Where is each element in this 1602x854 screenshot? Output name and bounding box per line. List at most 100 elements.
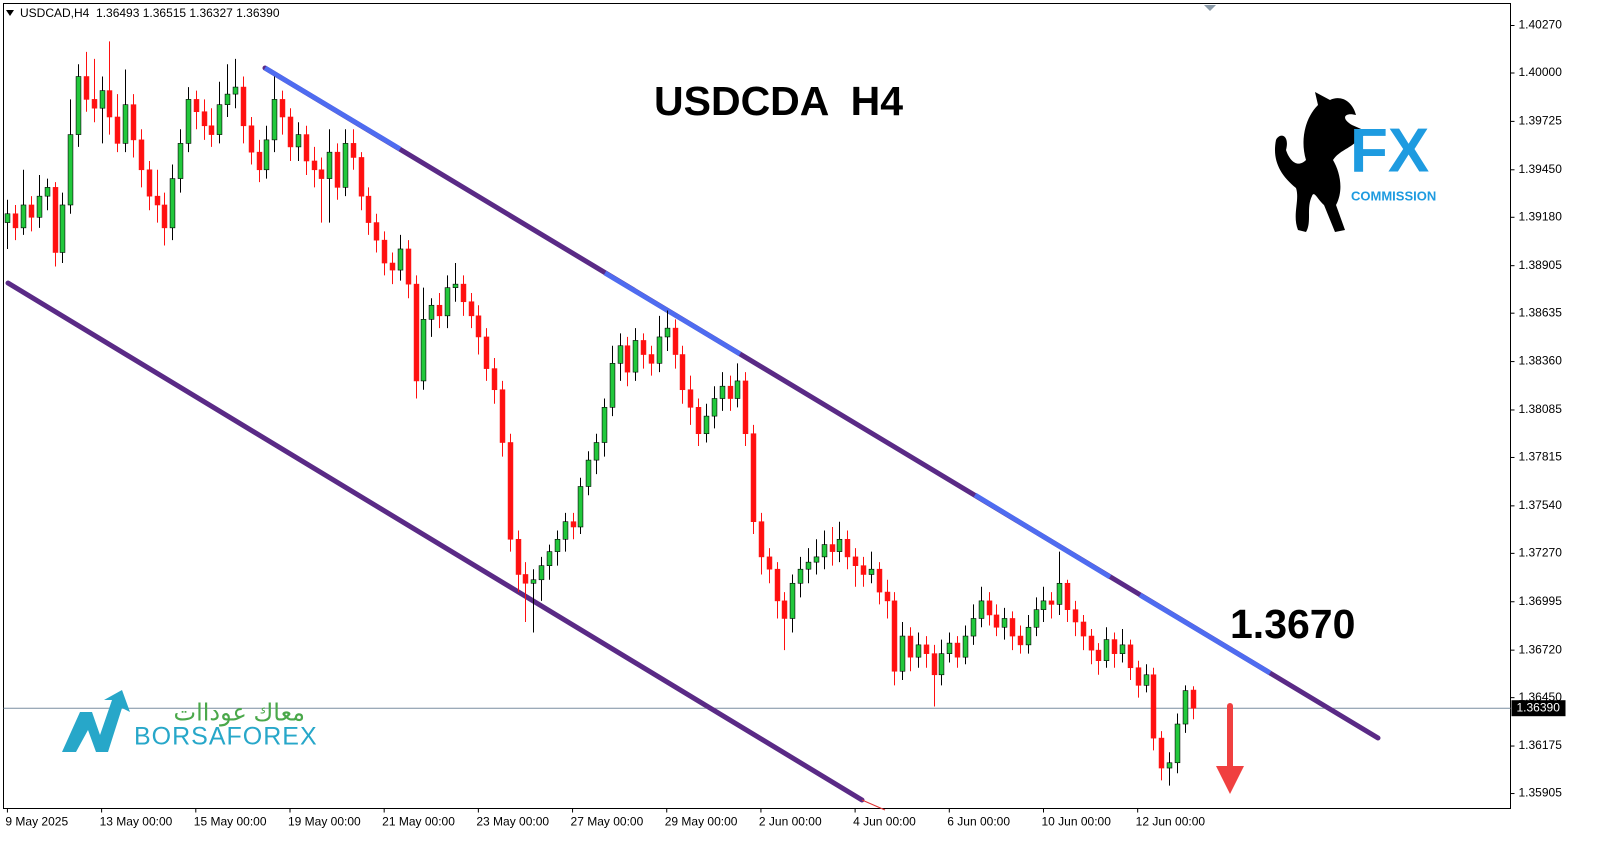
x-tick-label: 15 May 00:00: [194, 815, 267, 829]
candle-body: [672, 327, 679, 355]
y-tick-label: 1.38635: [1519, 305, 1563, 319]
chart-title: USDCDA H4: [654, 78, 903, 124]
candle-body: [365, 195, 372, 223]
borsa-icon: [62, 690, 130, 752]
candle-body: [1001, 618, 1008, 628]
candle-body: [491, 368, 498, 391]
candle-body: [1009, 618, 1016, 637]
candle-body: [813, 556, 820, 563]
candle-body: [915, 644, 922, 658]
candle-body: [593, 442, 600, 461]
candle-body: [860, 565, 867, 575]
candle-body: [836, 538, 843, 552]
candle-body: [279, 99, 286, 118]
candle-body: [303, 134, 310, 162]
candle-body: [530, 579, 537, 584]
fx-logo: FX COMMISSION: [1274, 92, 1436, 232]
candle-body: [1072, 609, 1079, 623]
candle-body: [1135, 667, 1142, 686]
upper-trendline-highlight: [1138, 592, 1272, 676]
candle-body: [899, 635, 906, 672]
candle-body: [358, 157, 365, 197]
candle-body: [1048, 600, 1055, 605]
candle-body: [350, 143, 357, 158]
y-tick-label: 1.40000: [1519, 65, 1563, 79]
candle-body: [256, 151, 263, 171]
candle-body: [640, 340, 647, 355]
candle-body: [624, 345, 631, 373]
x-tick-label: 13 May 00:00: [100, 815, 173, 829]
annotation: 1.3670: [1230, 601, 1355, 647]
candle-body: [224, 93, 231, 105]
y-tick-label: 1.38085: [1519, 402, 1563, 416]
y-tick-label: 1.38905: [1519, 258, 1563, 272]
upper-trendline-highlight: [973, 492, 1112, 580]
symbol-info: USDCAD,H4 1.36493 1.36515 1.36327 1.3639…: [20, 6, 280, 20]
candle-body: [114, 116, 121, 144]
candle-body: [868, 568, 875, 575]
y-tick-label: 1.36720: [1519, 642, 1563, 656]
candle-body: [617, 345, 624, 364]
candle-body: [75, 76, 82, 135]
candle-body: [522, 574, 529, 584]
candle-body: [91, 99, 98, 109]
candle-body: [844, 538, 851, 558]
candle-body: [20, 204, 27, 229]
candle-body: [884, 591, 891, 602]
candle-body: [1150, 674, 1157, 739]
plot-frame: [3, 3, 1511, 809]
candle-body: [789, 582, 796, 619]
candle-body: [318, 169, 325, 179]
candle-body: [577, 486, 584, 528]
candle-body: [295, 134, 302, 148]
candle-body: [287, 116, 294, 148]
candle-body: [381, 239, 388, 264]
menu-triangle: [6, 10, 14, 16]
y-tick-label: 1.36175: [1519, 738, 1563, 752]
candle-body: [161, 204, 168, 229]
candle-body: [742, 380, 749, 435]
candle-body: [970, 618, 977, 637]
candle-body: [876, 568, 883, 593]
candle-body: [727, 385, 734, 399]
candle-body: [28, 204, 35, 218]
y-tick-label: 1.35905: [1519, 786, 1563, 800]
candle-body: [263, 139, 270, 171]
arabic-text: معاك عوداات: [173, 699, 305, 726]
candle-body: [397, 248, 404, 271]
candles: [4, 41, 1197, 786]
candle-body: [719, 385, 726, 399]
candle-body: [852, 556, 859, 566]
candle-body: [334, 151, 341, 188]
candle-body: [931, 653, 938, 676]
y-tick-label: 1.37270: [1519, 546, 1563, 560]
candle-body: [311, 160, 318, 171]
candle-body: [413, 283, 420, 382]
candle-body: [1158, 737, 1165, 769]
candle-body: [1174, 723, 1181, 764]
candle-body: [821, 544, 828, 558]
candle-body: [829, 544, 836, 552]
candle-body: [1119, 644, 1126, 654]
axes: 1.40270 1.40000 1.39725 1.39450 1.39180 1.389…: [5, 18, 1566, 829]
candle-body: [664, 327, 671, 338]
y-tick-label: 1.38360: [1519, 354, 1563, 368]
candle-body: [1040, 600, 1047, 610]
candle-body: [562, 521, 569, 540]
candle-body: [460, 283, 467, 303]
y-tick-label: 1.40270: [1519, 18, 1563, 32]
candle-body: [570, 521, 577, 528]
candle-body: [758, 521, 765, 558]
x-tick-label: 6 Jun 00:00: [947, 815, 1010, 829]
candle-body: [52, 187, 59, 253]
candle-body: [1182, 690, 1189, 725]
candle-body: [185, 99, 192, 144]
candle-body: [436, 304, 443, 317]
candle-body: [146, 169, 153, 197]
y-tick-label: 1.39180: [1519, 209, 1563, 223]
candle-body: [1111, 639, 1118, 654]
candle-body: [1190, 689, 1197, 709]
borsa-text: BORSAFOREX: [134, 723, 318, 751]
candle-body: [428, 304, 435, 320]
